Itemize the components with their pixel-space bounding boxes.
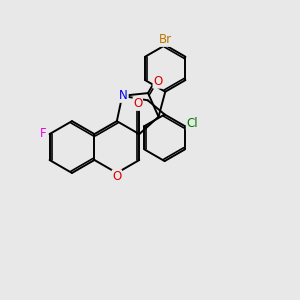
Text: Br: Br — [159, 33, 172, 46]
Text: O: O — [133, 97, 142, 110]
Text: O: O — [112, 170, 122, 183]
Text: N: N — [119, 89, 128, 102]
Text: F: F — [40, 127, 46, 140]
Text: Cl: Cl — [186, 117, 198, 130]
Text: O: O — [153, 75, 162, 88]
